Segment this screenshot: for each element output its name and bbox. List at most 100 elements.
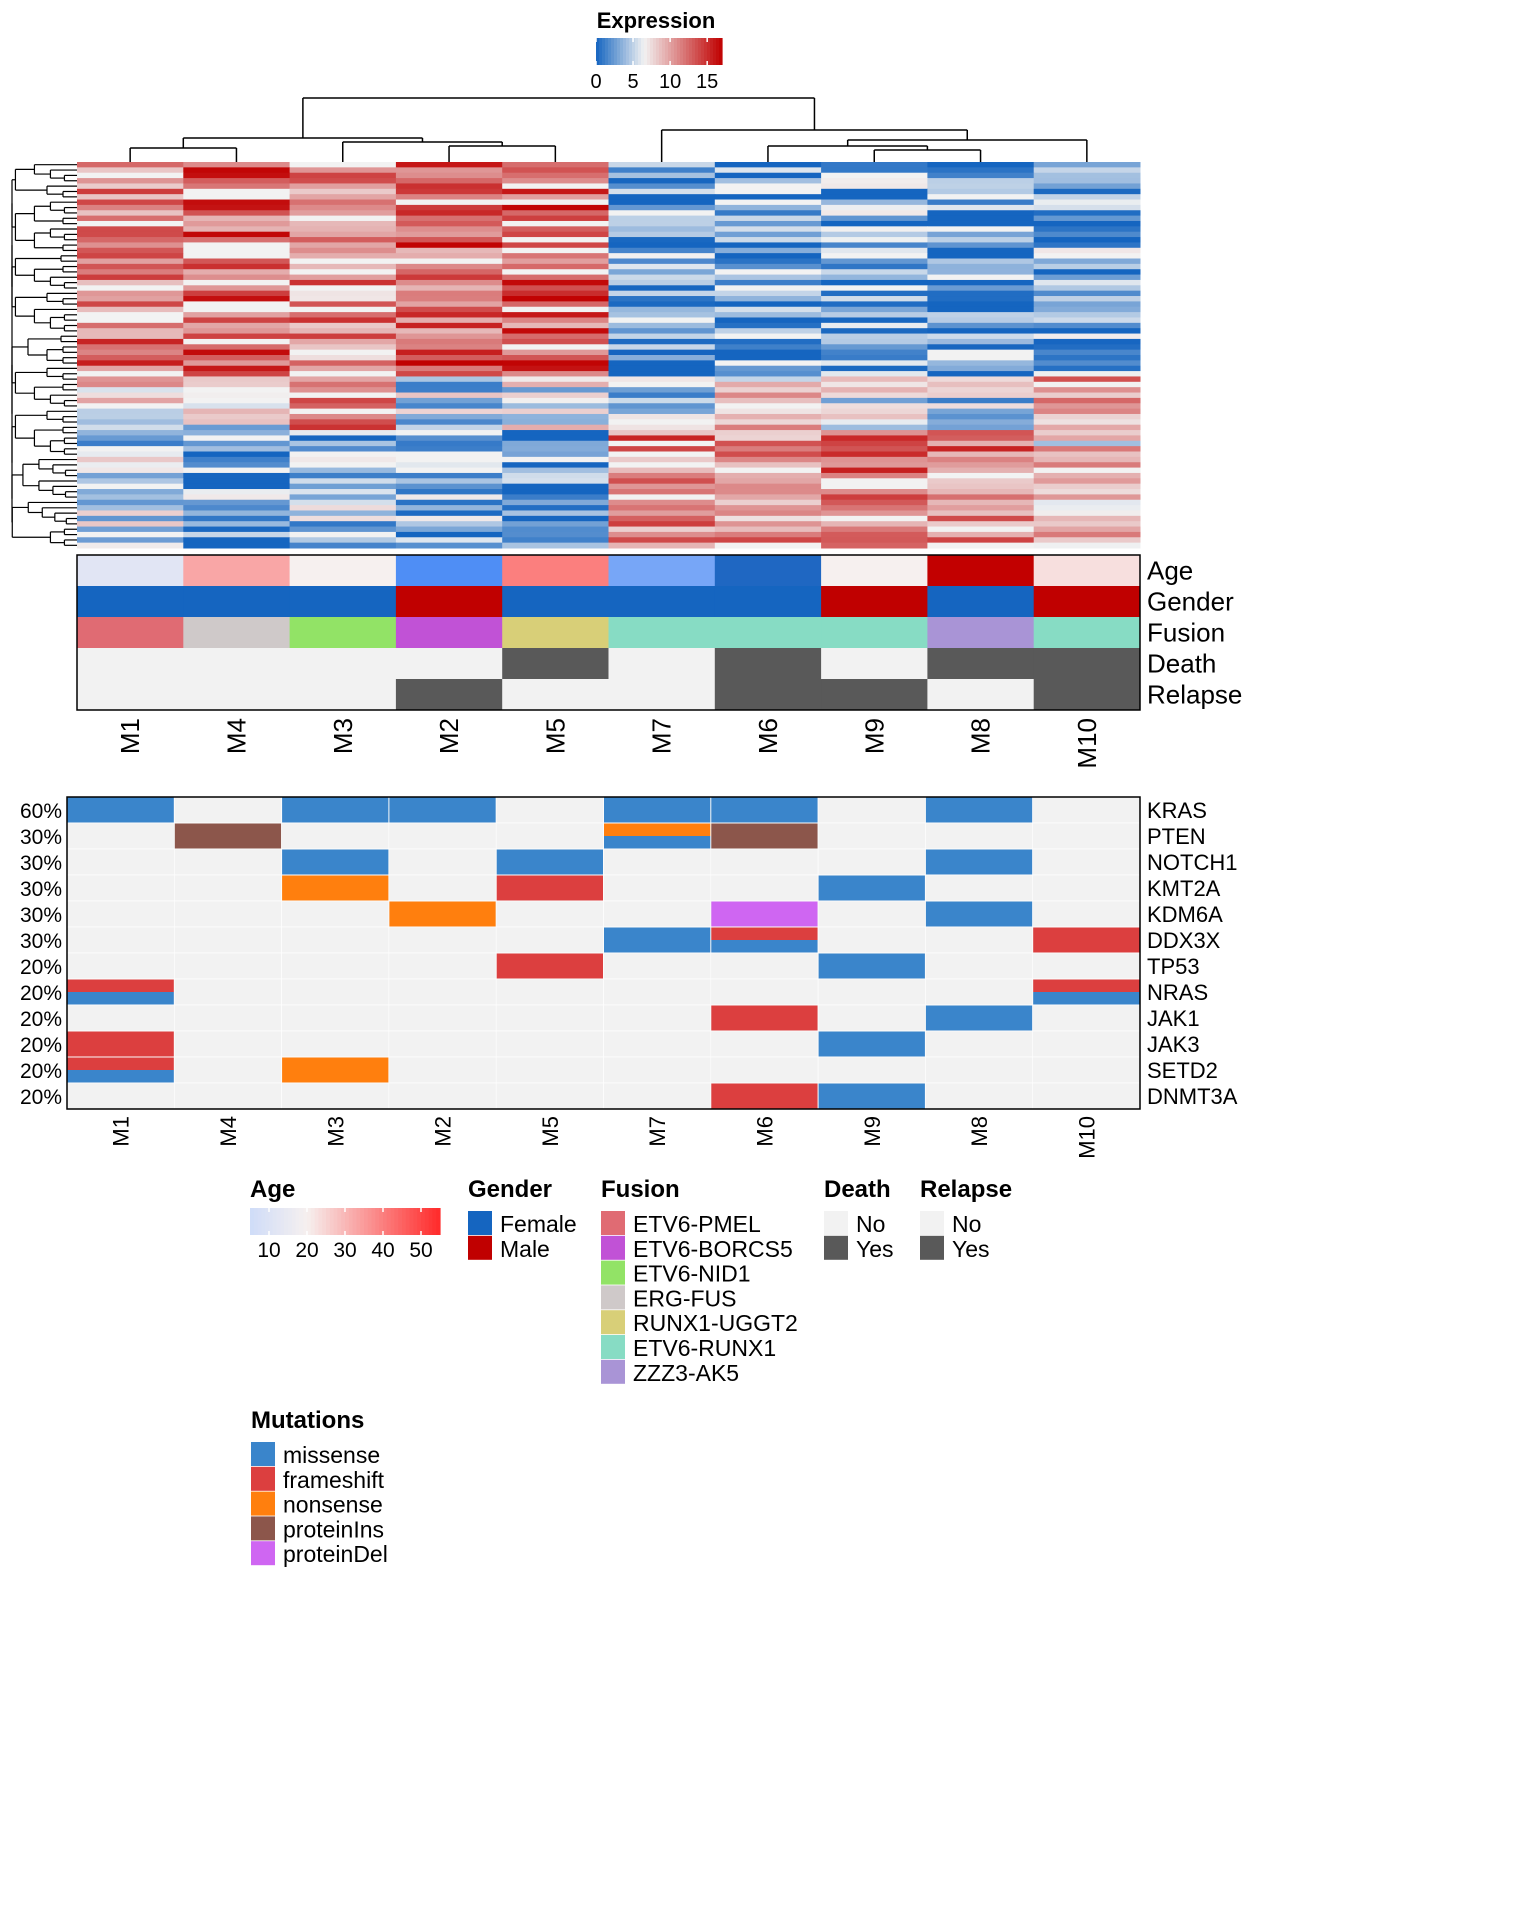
mutation-cell-bg [66,926,175,954]
age-legend-swatch [409,1208,414,1235]
expression-cell [1033,188,1141,195]
expression-cell [77,446,184,452]
mutation-cell-bg [66,1082,175,1110]
age-legend-swatch [386,1208,392,1235]
expression-cell [1033,397,1141,404]
annotation-cell-age [1033,555,1141,587]
mutation-missense [389,797,496,823]
expression-cell [821,301,928,308]
mutation-cell-bg [603,978,712,1006]
expression-legend-swatch [614,38,618,65]
expression-cell [289,537,397,544]
expression-cell [1033,371,1141,377]
mutation-cell-bg [603,1082,712,1110]
gene-label: SETD2 [1147,1058,1218,1083]
expression-cell [1033,472,1141,479]
expression-cell [502,301,609,308]
expression-cell [1033,510,1141,517]
sample-label: M10 [1072,718,1102,769]
expression-cell [714,510,822,517]
expression-cell [502,317,609,324]
expression-cell [608,322,716,329]
expression-cell [502,167,609,174]
expression-cell [502,462,609,469]
mutation-cell-bg [66,848,175,876]
expression-cell [714,397,822,404]
expression-cell [289,397,397,404]
mutation-cell-bg [388,1082,497,1110]
expression-cell [821,435,928,442]
expression-cell [1033,333,1141,340]
expression-cell [395,162,503,168]
expression-cell [289,510,397,517]
expression-cell [395,371,503,377]
expression-cell [821,360,928,367]
annotation-cell-fusion [821,617,928,649]
expression-cell [1033,194,1141,201]
expression-cell [77,194,184,201]
mutation-missense [604,797,711,823]
expression-cell [395,333,503,340]
expression-cell [395,483,503,490]
expression-legend-swatch [686,38,690,65]
mutation-cell-bg [495,796,604,824]
mutation-missense [925,1005,1033,1031]
expression-cell [714,226,822,233]
expression-cell [395,290,503,297]
expression-cell [502,253,609,259]
expression-cell [608,220,716,227]
expression-cell [502,483,609,490]
expression-cell [77,478,184,485]
expression-cell [821,306,928,313]
expression-cell [1033,435,1141,442]
mutation-frequency-label: 20% [20,956,62,979]
expression-cell [714,419,822,426]
expression-cell [395,194,503,201]
sample-label: M5 [540,718,570,754]
expression-cell [821,451,928,458]
mutation-cell-bg [174,1056,282,1084]
expression-cell [608,397,716,404]
expression-cell [821,478,928,485]
expression-legend-swatch [719,38,723,65]
expression-cell [821,344,928,351]
expression-legend-swatch [626,38,630,65]
expression-cell [1033,515,1141,522]
expression-cell [502,178,609,184]
age-legend-swatch [371,1208,376,1235]
expression-cell [183,220,291,227]
expression-cell [608,526,716,533]
sample-label: M7 [645,1116,670,1147]
expression-cell [183,162,291,168]
expression-cell [927,424,1035,431]
mutation-cell-bg [388,1056,497,1084]
expression-cell [608,413,716,420]
expression-cell [77,435,184,442]
expression-cell [927,162,1035,168]
sample-label: M2 [434,718,464,754]
expression-legend-swatch [602,38,606,65]
mutation-cell-bg [925,1030,1034,1058]
expression-cell [502,472,609,479]
expression-cell [927,397,1035,404]
legend-label: proteinDel [283,1541,388,1567]
annotation-cell-death [821,648,928,680]
expression-cell [502,274,609,281]
expression-cell [502,172,609,179]
expression-cell [289,258,397,265]
mutation-nonsense [282,875,389,901]
expression-cell [821,542,928,549]
expression-cell [1033,317,1141,324]
mutation-cell-bg [603,1056,712,1084]
expression-cell [77,430,184,436]
expression-cell [927,290,1035,297]
expression-cell [395,328,503,335]
expression-cell [821,510,928,517]
expression-cell [1033,381,1141,388]
expression-cell [183,505,291,511]
mutation-missense [711,797,818,823]
expression-cell [183,204,291,211]
expression-cell [77,247,184,254]
expression-cell [502,349,609,356]
expression-heatmap [77,162,1141,549]
